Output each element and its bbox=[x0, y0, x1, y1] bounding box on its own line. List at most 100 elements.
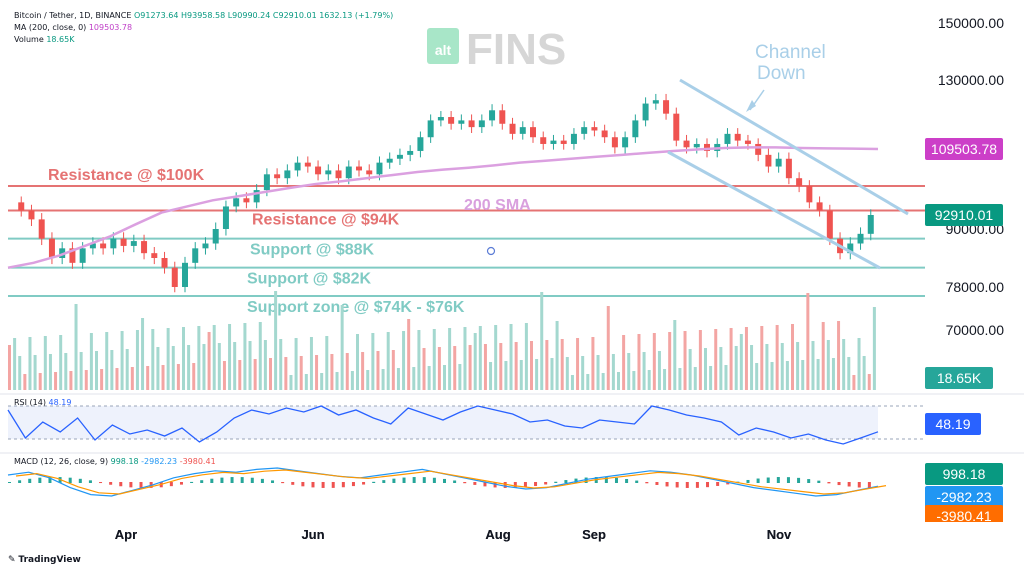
rsi-label: RSI (14) bbox=[14, 398, 46, 407]
ma-legend[interactable]: MA (200, close, 0) 109503.78 bbox=[14, 23, 132, 32]
volume-bar bbox=[228, 324, 232, 390]
macd-histogram-bar bbox=[220, 477, 224, 483]
volume-bar bbox=[611, 354, 615, 390]
macd-histogram-bar bbox=[756, 478, 760, 483]
candle-body bbox=[212, 229, 219, 244]
price-tag-last bbox=[925, 204, 1003, 226]
candle-body bbox=[601, 130, 608, 138]
candle-body bbox=[202, 243, 209, 249]
macd-histogram-bar bbox=[321, 482, 325, 488]
volume-bar bbox=[739, 334, 743, 390]
macd-histogram-bar bbox=[311, 482, 315, 488]
volume-bar bbox=[64, 353, 68, 390]
volume-bar bbox=[734, 346, 738, 390]
volume-bar bbox=[187, 345, 191, 390]
volume-bar bbox=[258, 322, 262, 390]
volume-bar bbox=[141, 318, 145, 390]
candle-body bbox=[376, 162, 383, 175]
volume-bar bbox=[806, 293, 810, 390]
macd-histogram-bar bbox=[8, 482, 11, 483]
candle-body bbox=[120, 238, 127, 246]
macd-histogram-bar bbox=[291, 482, 295, 485]
volume-bar bbox=[146, 366, 150, 390]
candle-body bbox=[519, 127, 526, 134]
macd-histogram-bar bbox=[665, 482, 669, 487]
candle-body bbox=[161, 258, 168, 268]
volume-bar bbox=[724, 365, 728, 390]
candle-body bbox=[489, 110, 496, 121]
volume-bar bbox=[463, 327, 467, 390]
volume-bar bbox=[785, 361, 789, 390]
volume-bar bbox=[632, 371, 636, 390]
volume-bar bbox=[816, 359, 820, 390]
candle-body bbox=[192, 248, 199, 263]
macd-histogram-bar bbox=[574, 478, 578, 483]
macd-histogram-bar bbox=[534, 482, 538, 487]
price-tag-label-volume: 18.65K bbox=[937, 370, 982, 386]
ma-value: 109503.78 bbox=[88, 23, 133, 32]
x-tick-label: Sep bbox=[582, 527, 606, 542]
volume-bar bbox=[489, 362, 493, 390]
candle-body bbox=[867, 215, 874, 234]
volume-bar bbox=[688, 349, 692, 390]
channel-lower-line bbox=[667, 150, 881, 270]
volume-bar bbox=[796, 342, 800, 390]
volume-bar bbox=[729, 328, 733, 390]
macd-histogram-bar bbox=[513, 482, 517, 488]
watermark bbox=[427, 28, 459, 64]
macd-tag-label: 998.18 bbox=[943, 466, 986, 482]
macd-histogram-bar bbox=[716, 482, 720, 486]
volume-bar bbox=[166, 328, 170, 390]
macd-histogram-bar bbox=[554, 481, 558, 483]
price-tag-sma bbox=[925, 138, 1003, 160]
volume-bar bbox=[606, 306, 610, 390]
volume-bar bbox=[867, 374, 871, 390]
volume-bar bbox=[217, 343, 221, 390]
candle-body bbox=[437, 117, 444, 121]
volume-bar bbox=[540, 292, 544, 390]
volume-value: 18.65K bbox=[46, 35, 75, 44]
candle-body bbox=[550, 140, 557, 144]
volume-bar bbox=[33, 355, 37, 390]
macd-histogram-bar bbox=[230, 477, 234, 483]
candle-body bbox=[100, 243, 107, 249]
volume-bar bbox=[755, 363, 759, 390]
volume-bar bbox=[192, 363, 196, 390]
macd-histogram-bar bbox=[584, 477, 588, 483]
level-label-resistance: Resistance @ $94K bbox=[252, 212, 400, 229]
level-label-support: Support zone @ $74K - $76K bbox=[247, 299, 465, 316]
macd-histogram-bar bbox=[281, 482, 285, 484]
volume-bar bbox=[156, 347, 160, 390]
volume-bar bbox=[309, 337, 313, 390]
rsi-legend[interactable]: RSI (14) 48.19 bbox=[14, 398, 71, 407]
volume-bar bbox=[130, 367, 134, 390]
tradingview-logo[interactable]: ✎ TradingView bbox=[8, 555, 81, 565]
macd-histogram-bar bbox=[766, 477, 770, 483]
macd-histogram-bar bbox=[240, 477, 244, 483]
macd-histogram-bar bbox=[179, 482, 183, 485]
volume-bar bbox=[381, 369, 385, 390]
candle-body bbox=[683, 140, 690, 148]
candle-body bbox=[182, 262, 188, 287]
candle-body bbox=[69, 248, 76, 263]
tradingview-icon: ✎ bbox=[8, 555, 16, 565]
x-tick-label: Apr bbox=[115, 527, 137, 542]
macd-histogram-bar bbox=[635, 480, 639, 483]
x-tick-label: Aug bbox=[485, 527, 510, 542]
rsi-tag bbox=[925, 413, 981, 435]
volume-bar bbox=[637, 334, 641, 390]
volume-bar bbox=[765, 344, 769, 390]
volume-legend[interactable]: Volume 18.65K bbox=[14, 35, 74, 44]
volume-bar bbox=[698, 330, 702, 390]
volume-bar bbox=[780, 343, 784, 390]
volume-label: Volume bbox=[14, 35, 44, 44]
volume-bar bbox=[243, 323, 247, 390]
volume-bar bbox=[831, 358, 835, 390]
macd-legend[interactable]: MACD (12, 26, close, 9) 998.18 -2982.23 … bbox=[14, 457, 216, 466]
volume-bar bbox=[151, 329, 155, 390]
volume-bar bbox=[478, 326, 482, 390]
candle-body bbox=[468, 120, 475, 128]
volume-bar bbox=[84, 370, 88, 390]
candle-body bbox=[356, 166, 362, 171]
